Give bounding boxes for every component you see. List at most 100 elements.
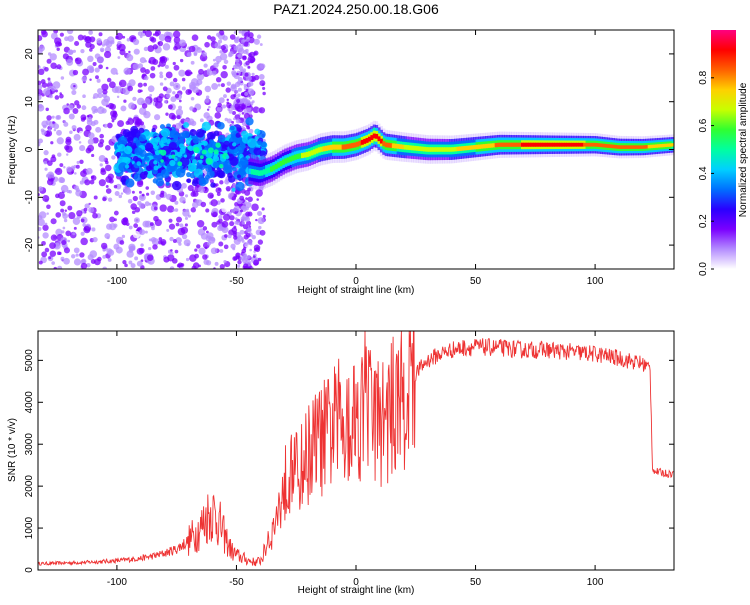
noise-blob	[202, 254, 208, 260]
ridge-segment	[348, 143, 352, 149]
noise-blob	[169, 266, 175, 269]
noise-blob	[80, 170, 87, 177]
noise-blob	[100, 49, 104, 53]
ridge-segment	[662, 143, 666, 148]
noise-blob	[191, 201, 199, 209]
colorbar-tick-label: 0.6	[698, 118, 709, 132]
cluster-blob	[160, 149, 167, 156]
noise-blob	[130, 263, 136, 269]
noise-blob	[245, 206, 249, 211]
noise-blob	[209, 194, 214, 199]
cluster-blob	[186, 172, 192, 178]
noise-blob	[223, 59, 229, 65]
noise-blob	[46, 212, 49, 215]
noise-blob	[245, 227, 252, 233]
noise-blob	[174, 249, 179, 254]
ridge-segment	[497, 142, 501, 147]
noise-blob	[76, 111, 81, 116]
noise-blob	[73, 226, 77, 230]
ridge-segment	[532, 142, 536, 147]
cluster-blob	[115, 133, 121, 139]
noise-blob	[165, 93, 171, 99]
noise-blob	[38, 138, 44, 144]
noise-blob	[144, 75, 149, 81]
noise-blob	[179, 58, 184, 63]
cluster-blob	[117, 136, 128, 146]
noise-blob	[126, 38, 130, 42]
cluster-blob	[149, 147, 156, 154]
noise-blob	[60, 76, 65, 80]
noise-blob	[84, 203, 90, 209]
noise-blob	[247, 196, 253, 203]
cluster-blob	[177, 161, 183, 167]
cluster-blob	[152, 178, 158, 184]
noise-blob	[115, 183, 122, 190]
noise-blob	[155, 95, 163, 103]
noise-blob	[86, 119, 93, 126]
noise-blob	[144, 69, 150, 75]
ridge-segment	[580, 142, 584, 147]
noise-blob	[67, 239, 71, 243]
ridge-segment	[394, 143, 398, 149]
noise-blob	[184, 194, 189, 198]
cluster-blob	[217, 170, 226, 179]
noise-blob	[44, 66, 49, 72]
noise-blob	[217, 39, 223, 44]
cluster-blob	[171, 154, 176, 159]
noise-blob	[48, 173, 55, 180]
noise-blob	[81, 258, 87, 264]
noise-blob	[85, 124, 92, 132]
noise-blob	[222, 213, 231, 221]
noise-blob	[63, 253, 70, 260]
ridge-segment	[379, 138, 383, 144]
noise-blob	[106, 122, 113, 129]
noise-blob	[232, 256, 238, 261]
noise-blob	[173, 46, 178, 51]
cluster-blob	[153, 153, 162, 163]
noise-blob	[179, 266, 184, 269]
noise-blob	[257, 239, 264, 245]
noise-blob	[202, 226, 208, 231]
noise-blob	[191, 189, 196, 193]
noise-blob	[80, 237, 88, 246]
snr-series-line	[38, 331, 674, 567]
noise-blob	[248, 81, 254, 87]
noise-blob	[241, 217, 245, 220]
cluster-blob	[183, 154, 188, 158]
cluster-blob	[145, 156, 150, 161]
noise-blob	[139, 89, 143, 93]
noise-blob	[226, 81, 232, 86]
ridge-segment	[427, 147, 431, 152]
noise-blob	[259, 63, 266, 69]
noise-blob	[157, 64, 161, 68]
noise-blob	[185, 89, 192, 96]
noise-blob	[242, 68, 247, 72]
noise-blob	[123, 67, 131, 75]
noise-blob	[38, 211, 47, 219]
colorbar-tick-label: 0.4	[698, 166, 709, 180]
noise-blob	[242, 247, 247, 251]
ridge-segment	[535, 142, 539, 147]
noise-blob	[55, 193, 60, 199]
noise-blob	[42, 232, 49, 239]
ridge-segment	[367, 136, 371, 142]
ridge-segment	[659, 144, 663, 148]
ridge-segment	[289, 156, 293, 162]
colorbar: 0.0 0.2 0.4 0.6 0.8 Normalized spectral ampl…	[698, 30, 749, 276]
noise-blob	[210, 199, 218, 207]
noise-blob	[80, 262, 88, 269]
ridge-segment	[320, 146, 324, 152]
ridge-segment	[382, 141, 386, 146]
noise-blob	[234, 81, 241, 88]
noise-blob	[117, 56, 121, 59]
noise-blob	[128, 102, 135, 110]
noise-blob	[76, 160, 80, 165]
cluster-blob	[247, 138, 257, 148]
cluster-blob	[217, 134, 226, 143]
ridge-segment	[657, 144, 661, 148]
cluster-blob	[210, 182, 216, 188]
cluster-blob	[130, 125, 139, 135]
noise-blob	[38, 186, 44, 192]
ridge-segment	[399, 144, 403, 150]
